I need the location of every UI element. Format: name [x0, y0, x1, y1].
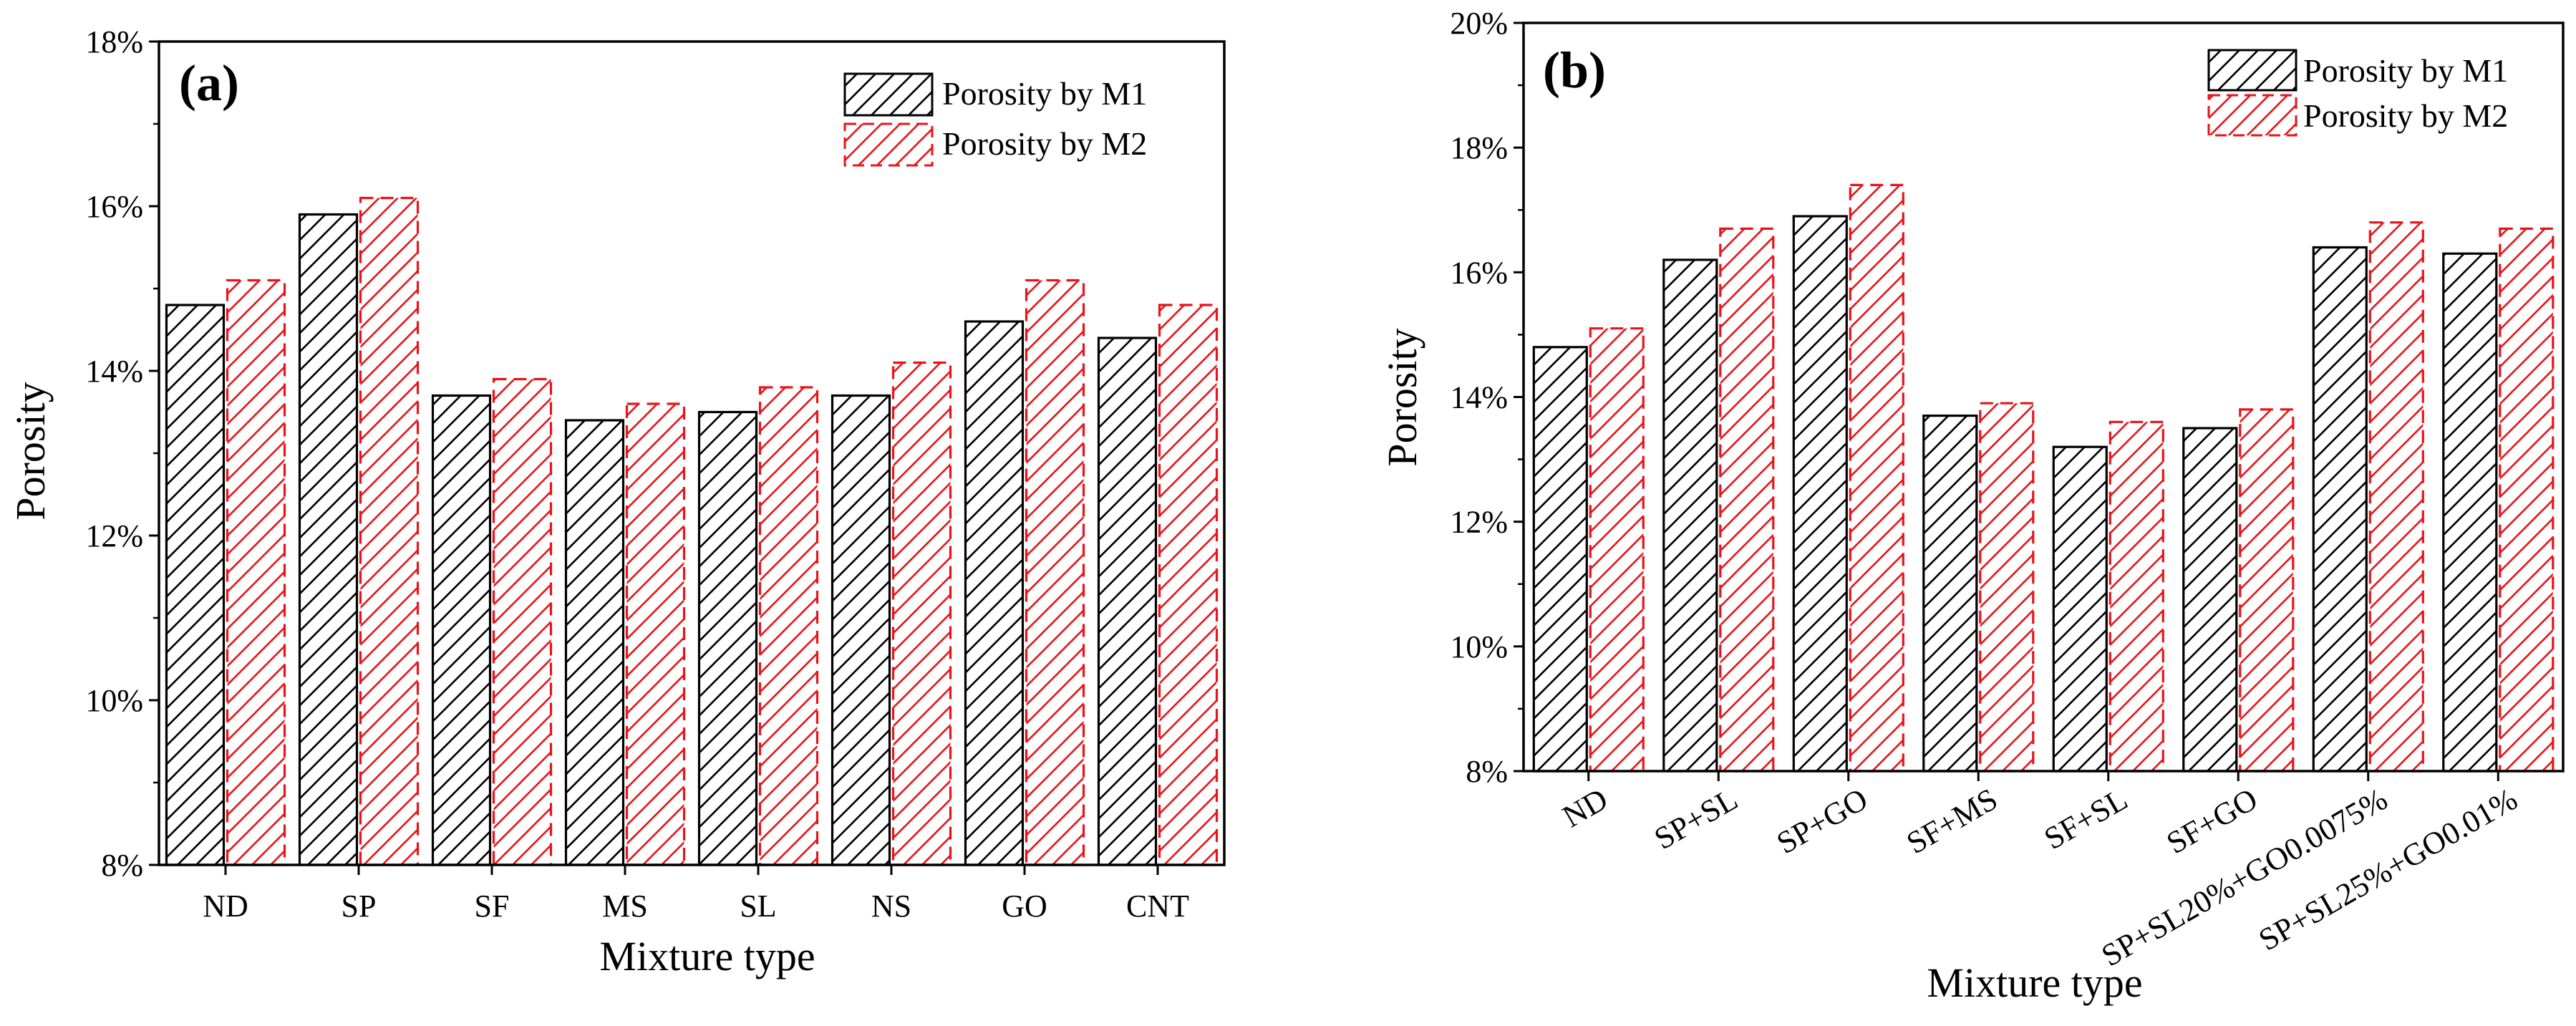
- plot-area: ND SP SF MS SL NS GO CNT 8% 10% 12% 14% 16% 18%: [85, 24, 1226, 924]
- bar-m2: [1849, 183, 1904, 773]
- bar-m2: [2499, 227, 2555, 773]
- bar-m1: [2312, 246, 2368, 773]
- bar-m1: [2052, 445, 2108, 773]
- x-axis-title: Mixture type: [599, 933, 815, 979]
- bar-m1: [1097, 337, 1158, 866]
- y-axis-title: Porosity: [7, 382, 54, 520]
- panel-label: (b): [1543, 42, 1606, 99]
- bar-m1: [2442, 252, 2498, 773]
- legend: Porosity by M1 Porosity by M2: [843, 72, 1147, 167]
- x-tick-label: SF+MS: [1901, 781, 2003, 861]
- x-tick-label: SP+SL: [1648, 781, 1743, 856]
- x-tick-label: SP+GO: [1771, 781, 1873, 861]
- x-tick-label: SF+GO: [2161, 781, 2263, 861]
- y-tick-label: 20%: [1450, 6, 1508, 41]
- bar-m1: [1662, 258, 1718, 773]
- y-tick-label: 8%: [101, 848, 143, 883]
- bar-m2: [1719, 227, 1775, 773]
- bar-m2: [758, 386, 819, 866]
- bar-m1: [1532, 346, 1588, 773]
- bar-m1: [298, 213, 359, 866]
- bar-m2: [1025, 279, 1085, 866]
- y-tick-label: 12%: [85, 518, 143, 553]
- bar-m2: [1979, 402, 2035, 773]
- y-tick-label: 12%: [1450, 505, 1508, 540]
- bar-m1: [831, 394, 891, 866]
- x-tick-label: CNT: [1126, 889, 1189, 924]
- x-tick-label: ND: [1556, 781, 1614, 834]
- x-tick-label: NS: [871, 889, 911, 924]
- x-tick-label: SL: [740, 889, 776, 924]
- y-tick-label: 14%: [1450, 380, 1508, 415]
- bar-m2: [1589, 327, 1645, 773]
- x-tick-label: SP: [342, 889, 377, 924]
- legend-label-m2: Porosity by M2: [942, 125, 1147, 162]
- bar-m1: [964, 320, 1025, 866]
- legend-swatch-m2: [843, 122, 934, 167]
- y-tick-label: 16%: [1450, 255, 1508, 290]
- legend-label-m1: Porosity by M1: [2303, 52, 2508, 89]
- bar-m2: [1158, 304, 1219, 866]
- bar-m1: [1922, 414, 1978, 773]
- plot-frame: [158, 40, 1226, 866]
- bar-m1: [697, 410, 758, 866]
- x-tick-label: MS: [602, 889, 648, 924]
- bar-m1: [2182, 427, 2238, 773]
- bar-m2: [2368, 221, 2424, 773]
- y-tick-label: 18%: [85, 24, 143, 59]
- y-tick-label: 10%: [1450, 629, 1508, 664]
- bar-m1: [165, 304, 226, 866]
- y-tick-label: 14%: [85, 354, 143, 389]
- plot-area: ND SP+SL SP+GO SF+MS SF+SL SF+GOSP+SL20%+GO0.…: [1450, 6, 2565, 974]
- legend-label-m1: Porosity by M1: [942, 75, 1147, 112]
- legend-swatch-m1: [2207, 49, 2297, 92]
- bar-m1: [564, 419, 625, 866]
- bar-m1: [431, 394, 492, 866]
- bar-m2: [625, 402, 686, 866]
- x-tick-label: ND: [203, 889, 248, 924]
- bar-m2: [2108, 420, 2164, 773]
- legend: Porosity by M1 Porosity by M2: [2207, 49, 2508, 137]
- y-tick-label: 10%: [85, 683, 143, 718]
- bar-m2: [226, 279, 286, 866]
- x-tick-label: SF: [475, 889, 510, 924]
- panel-a: (a) Porosity Mixture type Porosity by M1…: [7, 24, 1226, 979]
- y-tick-label: 18%: [1450, 130, 1508, 165]
- x-axis-title: Mixture type: [1927, 959, 2142, 1006]
- bar-m2: [2239, 408, 2295, 773]
- bar-m2: [492, 377, 553, 866]
- bar-m2: [359, 196, 420, 866]
- legend-swatch-m2: [2207, 94, 2297, 137]
- bar-m1: [1792, 215, 1848, 773]
- x-tick-label: SF+SL: [2038, 781, 2134, 856]
- panel-b: (b) Porosity Mixture type Porosity by M1…: [1379, 6, 2565, 1006]
- panel-label: (a): [179, 54, 239, 112]
- y-tick-label: 8%: [1466, 754, 1508, 789]
- legend-swatch-m1: [843, 72, 934, 117]
- x-tick-label: GO: [1002, 889, 1047, 924]
- y-axis-title: Porosity: [1379, 328, 1425, 466]
- bar-m2: [891, 361, 952, 866]
- y-tick-label: 16%: [85, 189, 143, 224]
- plot-frame: [1522, 21, 2565, 773]
- legend-label-m2: Porosity by M2: [2303, 97, 2508, 134]
